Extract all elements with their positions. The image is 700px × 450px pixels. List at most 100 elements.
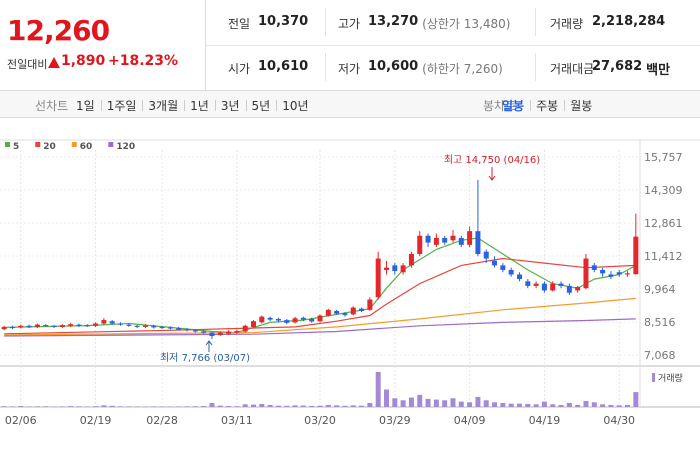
candle-body <box>359 308 365 311</box>
current-price: 12,260 <box>7 14 110 47</box>
tab[interactable]: 3개월 <box>148 99 179 113</box>
candle-body <box>275 318 281 321</box>
volume-bar <box>600 404 606 407</box>
high-annotation: 최고 14,750 (04/16) <box>444 154 540 166</box>
x-tick-label: 02/06 <box>5 414 37 427</box>
tab[interactable]: 1년 <box>190 99 209 113</box>
candle-body <box>201 331 207 333</box>
tab[interactable]: 1일 <box>76 99 95 113</box>
tab[interactable]: 주봉 <box>536 99 559 113</box>
x-tick-label: 04/19 <box>529 414 561 427</box>
volume-bar <box>541 401 547 407</box>
candle-body <box>192 330 198 332</box>
legend-swatch <box>71 142 77 147</box>
volume-bar <box>300 405 306 407</box>
y-tick-label: 15,757 <box>644 151 683 164</box>
tab-group-label: 선차트 <box>35 99 69 113</box>
volume-bar <box>433 399 439 407</box>
volume-bar <box>76 406 82 407</box>
volume-bar <box>392 398 398 407</box>
stat-label: 저가 <box>338 62 361 76</box>
volume-bar <box>375 372 381 407</box>
stat-value: 10,610 <box>258 59 309 74</box>
candle-body <box>525 281 531 286</box>
stat-label: 거래량 <box>550 17 584 31</box>
candle-body <box>234 331 240 333</box>
tab[interactable]: 3년 <box>220 99 240 113</box>
stat-value: 10,370 <box>258 14 309 29</box>
candle-body <box>34 324 40 327</box>
volume-bar <box>608 404 614 407</box>
volume-bar <box>408 397 414 407</box>
change-percent: +18.23% <box>108 53 179 69</box>
candle-body <box>267 317 273 320</box>
volume-bar <box>616 405 622 407</box>
tab-separator <box>530 100 532 111</box>
y-tick-label: 14,309 <box>644 184 683 197</box>
volume-bar <box>109 405 115 407</box>
volume-bar <box>325 404 331 407</box>
tab-separator <box>142 100 144 111</box>
candle-body <box>176 328 182 330</box>
volume-bar <box>516 403 522 407</box>
legend-label: 20 <box>43 142 56 152</box>
tab[interactable]: 일봉 <box>502 99 525 113</box>
volume-bar <box>134 406 140 407</box>
volume-bar <box>508 403 514 407</box>
volume-bar <box>43 406 49 407</box>
candle-body <box>26 325 32 328</box>
candle-body <box>1 326 7 330</box>
candle-body <box>417 235 423 254</box>
candle-body <box>118 323 124 325</box>
candle-body <box>467 231 473 245</box>
candle-body <box>516 274 522 280</box>
y-tick-label: 9,964 <box>644 283 676 296</box>
volume-bar <box>583 400 589 407</box>
col-divider <box>325 53 326 81</box>
stat-label: 고가 <box>338 17 361 31</box>
volume-bar <box>533 404 539 407</box>
tab-group-label: 봉차트 <box>483 99 517 113</box>
volume-bar <box>242 404 248 407</box>
tab[interactable]: 10년 <box>282 99 309 113</box>
tab-separator <box>245 100 247 111</box>
tab[interactable]: 5년 <box>251 99 271 113</box>
volume-bar <box>192 406 198 407</box>
chart-body: 15,757 14,309 12,861 11,412 9,964 8,516 7,068 0… <box>0 139 700 427</box>
volume-bar <box>217 405 223 407</box>
volume-bar <box>425 398 431 407</box>
candle-body <box>18 325 24 328</box>
volume-bar <box>234 406 240 407</box>
candle-body <box>43 325 49 327</box>
tab[interactable]: 월봉 <box>570 99 593 113</box>
candle-body <box>217 332 223 335</box>
up-triangle <box>48 57 60 68</box>
candle-body <box>226 331 232 334</box>
y-tick-label: 12,861 <box>644 217 683 230</box>
volume-bar <box>367 402 373 407</box>
volume-bar <box>226 405 232 407</box>
volume-bar <box>492 402 498 407</box>
volume-label: 거래량 <box>658 372 683 384</box>
volume-bar <box>18 405 24 407</box>
legend-swatch <box>108 142 114 147</box>
volume-bar <box>575 404 581 407</box>
volume-bar <box>184 406 190 407</box>
tab[interactable]: 1주일 <box>106 99 137 113</box>
x-tick-label: 03/20 <box>304 414 336 427</box>
candle-body <box>9 326 15 329</box>
chart: 15,757 14,309 12,861 11,412 9,964 8,516 7,068 0… <box>0 139 700 427</box>
x-tick-label: 04/09 <box>454 414 486 427</box>
tab-separator <box>564 100 566 111</box>
volume-bar <box>34 406 40 407</box>
candle-body <box>633 236 639 275</box>
volume-bar <box>309 405 315 407</box>
volume-bar <box>251 404 257 407</box>
volume-bar <box>400 400 406 407</box>
candle-body <box>209 332 215 337</box>
x-tick-label: 03/11 <box>221 414 253 427</box>
volume-bar <box>350 405 356 407</box>
candle-body <box>84 325 90 327</box>
tab-bar: 선차트 봉차트 1일 1주일 3개월 1년 3년 5년 10년 일봉 주봉 월봉 <box>0 90 700 118</box>
candle-body <box>566 285 572 293</box>
